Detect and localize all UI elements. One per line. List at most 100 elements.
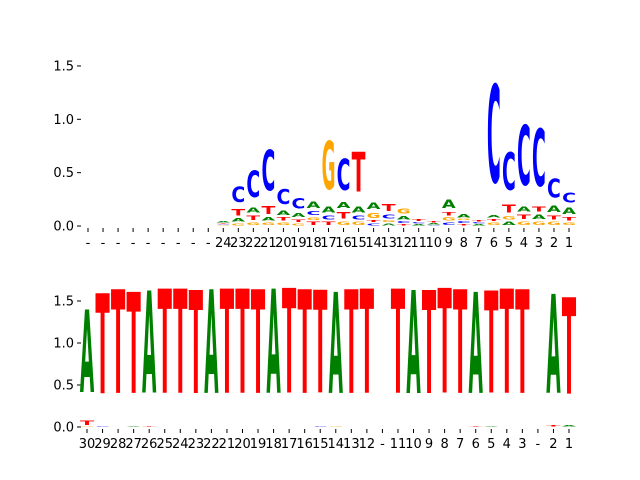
x-tick-label: 3 — [535, 236, 543, 251]
letter-A: A — [352, 205, 366, 214]
letter-A: A — [261, 217, 276, 222]
letter-C: C — [307, 210, 321, 216]
letter-T: T — [562, 272, 576, 426]
letter-G: G — [397, 207, 411, 215]
x-tick-label: 13 — [380, 236, 397, 251]
letter-T: T — [276, 217, 290, 222]
x-tick-label: - — [86, 236, 91, 251]
letter-T: T — [189, 262, 203, 427]
logo-panel-2: 0.00.51.01.530GTA29CT28T27AT26TA25T24T23… — [53, 261, 577, 452]
letter-G: G — [487, 222, 501, 226]
letter-T: T — [437, 261, 451, 428]
letter-T: T — [126, 266, 140, 427]
x-tick-label: 7 — [475, 236, 483, 251]
x-tick-label: 8 — [460, 236, 468, 251]
x-tick-label: 6 — [472, 437, 480, 452]
x-tick-label: 19 — [250, 437, 267, 452]
x-tick-label: 7 — [456, 437, 464, 452]
letter-T: T — [562, 217, 576, 222]
y-tick-label: 1.0 — [53, 113, 74, 128]
x-tick-label: 6 — [490, 236, 498, 251]
letter-T: T — [322, 221, 336, 226]
letter-G: G — [322, 130, 336, 205]
letter-A: A — [472, 224, 486, 226]
letter-T: T — [95, 267, 109, 426]
logo-panel-1: 0.00.51.01.5- - - - - - - - -24GCTA23GATC22GTAC2… — [53, 57, 576, 251]
letter-T: T — [515, 261, 529, 426]
x-tick-label: 28 — [110, 437, 127, 452]
letter-C: C — [352, 215, 366, 221]
letter-C: C — [216, 224, 230, 225]
x-tick-label: - — [536, 437, 541, 452]
letter-G: G — [382, 220, 396, 223]
x-tick-label: 16 — [296, 437, 313, 452]
x-tick-label: 23 — [230, 236, 247, 251]
x-tick-label: 10 — [425, 236, 442, 251]
letter-T: T — [367, 220, 381, 223]
letter-T: T — [292, 219, 306, 223]
letter-C: C — [532, 114, 546, 205]
letter-C: C — [246, 163, 260, 206]
letter-A: A — [367, 201, 381, 211]
x-tick-label: - — [191, 236, 196, 251]
x-tick-label: 5 — [505, 236, 513, 251]
letter-C: C — [382, 214, 396, 220]
x-tick-label: 2 — [549, 437, 557, 452]
letter-A: A — [427, 223, 441, 225]
letter-T: T — [337, 210, 351, 221]
x-tick-label: 21 — [260, 236, 277, 251]
letter-T: T — [487, 219, 501, 222]
letter-G: G — [457, 219, 471, 221]
x-tick-label: 9 — [445, 236, 453, 251]
x-tick-label: 13 — [343, 437, 360, 452]
letter-A: A — [442, 197, 456, 211]
letter-C: C — [517, 111, 531, 206]
letter-A: A — [231, 218, 246, 223]
letter-C: C — [292, 195, 306, 212]
y-tick-label: 0.5 — [53, 379, 74, 394]
letter-G: G — [442, 217, 456, 222]
x-tick-label: 4 — [503, 437, 511, 452]
x-tick-label: 11 — [410, 236, 427, 251]
x-tick-label: - — [161, 236, 166, 251]
letter-A: A — [322, 205, 336, 214]
letter-G: G — [276, 222, 290, 226]
letter-C: C — [276, 186, 290, 210]
letter-T: T — [111, 261, 125, 426]
letter-G: G — [80, 426, 94, 427]
y-tick-label: 0.0 — [53, 421, 74, 436]
letter-T: T — [532, 205, 547, 214]
letter-T: T — [382, 201, 396, 213]
letter-C: C — [547, 175, 561, 205]
x-tick-label: 10 — [405, 437, 422, 452]
letter-A: A — [406, 261, 420, 426]
letter-T: T — [422, 262, 436, 427]
letter-T: T — [344, 261, 358, 426]
letter-C: C — [427, 225, 441, 226]
letter-A: A — [502, 221, 517, 226]
letter-G: G — [246, 222, 260, 226]
letter-T: T — [517, 213, 532, 221]
letter-G: G — [562, 222, 576, 226]
letter-T: T — [307, 221, 321, 226]
letter-A: A — [562, 425, 578, 427]
letter-G: G — [352, 221, 366, 226]
letter-C: C — [261, 138, 275, 204]
letter-G: G — [517, 221, 531, 226]
x-tick-label: 18 — [265, 437, 282, 452]
x-tick-label: 1 — [565, 437, 573, 452]
x-tick-label: 15 — [312, 437, 329, 452]
letter-T: T — [546, 425, 562, 427]
x-tick-label: 18 — [305, 236, 322, 251]
letter-A: A — [484, 426, 500, 427]
x-tick-label: 25 — [156, 437, 173, 452]
x-tick-label: 20 — [234, 437, 251, 452]
letter-C: C — [397, 221, 411, 224]
letter-C: C — [313, 426, 327, 427]
x-tick-label: - — [131, 236, 136, 251]
letter-A: A — [547, 204, 561, 214]
letter-T: T — [220, 261, 234, 428]
x-tick-label: 4 — [520, 236, 528, 251]
letter-A: A — [307, 200, 321, 210]
